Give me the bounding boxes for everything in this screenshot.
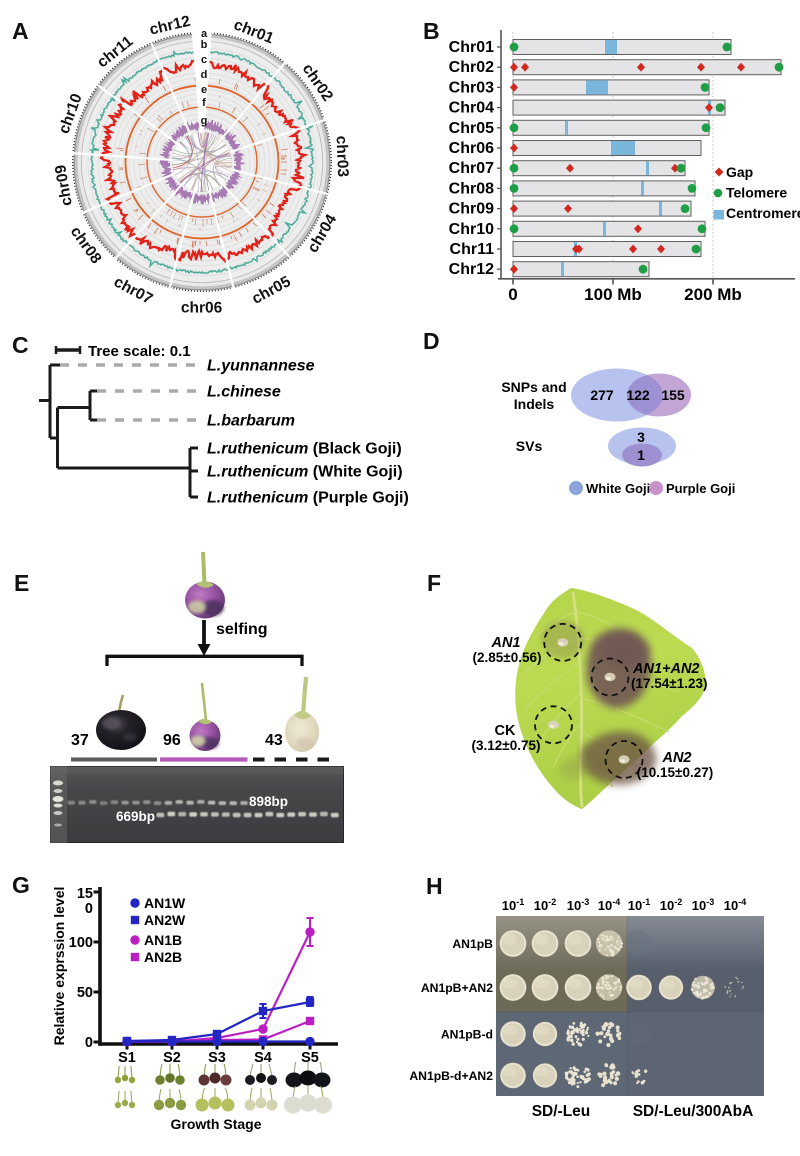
svg-text:Chr10: Chr10 bbox=[449, 221, 494, 238]
svg-text:AN1pB: AN1pB bbox=[452, 937, 493, 951]
svg-text:selfing: selfing bbox=[216, 621, 268, 638]
svg-text:b: b bbox=[201, 39, 208, 51]
svg-text:(3.12±0.75): (3.12±0.75) bbox=[472, 738, 541, 753]
svg-text:277: 277 bbox=[590, 387, 614, 403]
svg-text:200 Mb: 200 Mb bbox=[684, 285, 742, 304]
svg-text:AN1: AN1 bbox=[490, 635, 520, 651]
svg-text:SVs: SVs bbox=[516, 438, 543, 454]
svg-text:White Goji: White Goji bbox=[586, 481, 650, 496]
svg-text:100 Mb: 100 Mb bbox=[584, 285, 642, 304]
svg-text:g: g bbox=[201, 115, 208, 127]
svg-text:10-1: 10-1 bbox=[502, 897, 524, 913]
svg-text:155: 155 bbox=[661, 387, 685, 403]
svg-text:0: 0 bbox=[508, 285, 517, 304]
svg-text:chr06: chr06 bbox=[181, 299, 223, 316]
svg-text:SD/-Leu: SD/-Leu bbox=[532, 1103, 591, 1120]
svg-text:L.ruthenicum (White Goji): L.ruthenicum (White Goji) bbox=[207, 464, 403, 481]
svg-text:10-4: 10-4 bbox=[598, 897, 620, 913]
svg-text:L.barbarum: L.barbarum bbox=[207, 413, 295, 430]
svg-text:10-2: 10-2 bbox=[534, 897, 556, 913]
svg-text:Chr03: Chr03 bbox=[449, 79, 494, 96]
svg-text:96: 96 bbox=[163, 732, 181, 749]
svg-text:Chr05: Chr05 bbox=[449, 120, 494, 137]
svg-text:Chr06: Chr06 bbox=[449, 140, 494, 157]
svg-text:43: 43 bbox=[265, 732, 283, 749]
svg-text:Telomere: Telomere bbox=[726, 185, 787, 201]
svg-text:AN1pB-d: AN1pB-d bbox=[441, 1028, 493, 1042]
svg-text:10-3: 10-3 bbox=[567, 897, 589, 913]
svg-text:(10.15±0.27): (10.15±0.27) bbox=[637, 765, 713, 780]
svg-text:c: c bbox=[201, 54, 207, 66]
svg-text:Gap: Gap bbox=[726, 164, 753, 180]
svg-text:Chr11: Chr11 bbox=[450, 241, 495, 258]
svg-text:f: f bbox=[202, 97, 206, 109]
svg-text:Chr07: Chr07 bbox=[449, 160, 494, 177]
svg-text:3: 3 bbox=[637, 429, 645, 445]
svg-text:0: 0 bbox=[85, 901, 93, 917]
svg-text:Tree scale: 0.1: Tree scale: 0.1 bbox=[88, 343, 191, 360]
svg-text:Centromere: Centromere bbox=[726, 205, 800, 221]
svg-text:SNPs and: SNPs and bbox=[501, 379, 566, 395]
svg-text:L.chinese: L.chinese bbox=[207, 384, 281, 401]
svg-text:AN2B: AN2B bbox=[144, 949, 182, 965]
svg-text:AN1W: AN1W bbox=[144, 895, 186, 911]
svg-text:Indels: Indels bbox=[514, 396, 555, 412]
svg-text:AN1pB-d+AN2: AN1pB-d+AN2 bbox=[410, 1069, 493, 1083]
svg-text:10-2: 10-2 bbox=[660, 897, 682, 913]
svg-text:37: 37 bbox=[71, 732, 89, 749]
svg-text:122: 122 bbox=[626, 387, 650, 403]
svg-text:L.ruthenicum (Purple Goji): L.ruthenicum (Purple Goji) bbox=[207, 490, 409, 507]
svg-text:10-3: 10-3 bbox=[692, 897, 714, 913]
svg-text:10-1: 10-1 bbox=[628, 897, 650, 913]
svg-text:chr09: chr09 bbox=[52, 163, 76, 207]
svg-text:S1: S1 bbox=[118, 1050, 136, 1066]
svg-text:15: 15 bbox=[77, 886, 93, 902]
svg-text:Chr02: Chr02 bbox=[449, 59, 494, 76]
svg-text:(17.54±1.23): (17.54±1.23) bbox=[631, 676, 707, 691]
svg-text:Purple Goji: Purple Goji bbox=[666, 481, 735, 496]
svg-text:(2.85±0.56): (2.85±0.56) bbox=[473, 650, 542, 665]
svg-text:Chr04: Chr04 bbox=[449, 100, 494, 117]
svg-text:AN2: AN2 bbox=[661, 750, 691, 766]
svg-text:898bp: 898bp bbox=[249, 794, 288, 809]
svg-text:669bp: 669bp bbox=[116, 809, 155, 824]
svg-text:d: d bbox=[201, 69, 208, 81]
svg-text:100: 100 bbox=[69, 935, 93, 951]
svg-text:AN2W: AN2W bbox=[144, 912, 186, 928]
svg-text:S2: S2 bbox=[163, 1050, 181, 1066]
svg-text:a: a bbox=[201, 28, 208, 40]
svg-text:Relative exprssion level: Relative exprssion level bbox=[51, 887, 67, 1046]
svg-text:AN1+AN2: AN1+AN2 bbox=[632, 661, 699, 677]
svg-text:SD/-Leu/300AbA: SD/-Leu/300AbA bbox=[633, 1103, 754, 1120]
svg-text:1: 1 bbox=[637, 447, 645, 463]
svg-text:10-4: 10-4 bbox=[724, 897, 746, 913]
svg-text:Chr09: Chr09 bbox=[449, 201, 494, 218]
svg-text:S3: S3 bbox=[208, 1050, 226, 1066]
svg-text:Chr01: Chr01 bbox=[449, 39, 494, 56]
svg-text:0: 0 bbox=[85, 1035, 93, 1051]
svg-text:L.ruthenicum (Black Goji): L.ruthenicum (Black Goji) bbox=[207, 441, 402, 458]
svg-text:50: 50 bbox=[77, 985, 93, 1001]
svg-text:Chr12: Chr12 bbox=[449, 261, 494, 278]
svg-text:Growth Stage: Growth Stage bbox=[170, 1116, 261, 1132]
svg-text:S4: S4 bbox=[254, 1050, 272, 1066]
svg-text:AN1B: AN1B bbox=[144, 932, 182, 948]
svg-text:L.yunnannese: L.yunnannese bbox=[207, 358, 315, 375]
svg-text:e: e bbox=[201, 84, 207, 96]
svg-text:S5: S5 bbox=[301, 1050, 319, 1066]
svg-text:chr03: chr03 bbox=[333, 135, 352, 177]
svg-text:CK: CK bbox=[495, 723, 516, 739]
svg-text:Chr08: Chr08 bbox=[449, 180, 494, 197]
svg-text:AN1pB+AN2: AN1pB+AN2 bbox=[421, 981, 493, 995]
